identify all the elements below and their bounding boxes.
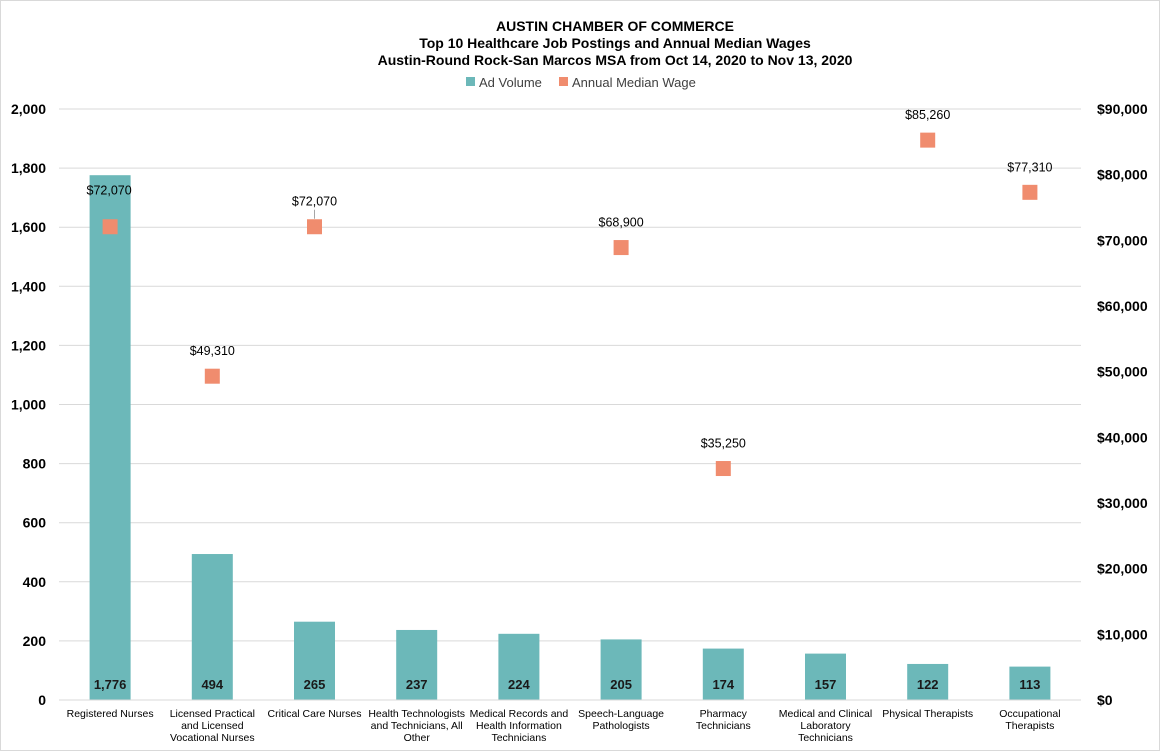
wage-marker — [307, 219, 322, 235]
wage-value-label: $85,260 — [905, 108, 950, 122]
bar-value-label: 265 — [304, 677, 326, 692]
bar-ad-volume — [1009, 666, 1051, 700]
y-right-tick-label: $40,000 — [1097, 429, 1148, 445]
wage-value-label: $72,070 — [292, 195, 337, 209]
bar-ad-volume — [907, 663, 949, 700]
bar-data-labels: 1,776 494 265 237 224 205 174 157 122 113 — [94, 677, 1041, 692]
x-tick-label: Registered Nurses — [67, 708, 154, 720]
y-left-tick-label: 600 — [23, 515, 47, 531]
y-right-tick-label: $0 — [1097, 692, 1113, 708]
wage-value-label: $72,070 — [87, 184, 132, 198]
bar-value-label: 1,776 — [94, 677, 127, 692]
y-right-tick-label: $90,000 — [1097, 101, 1148, 117]
wage-value-label: $68,900 — [599, 216, 644, 230]
bar-value-label: 224 — [508, 677, 530, 692]
bar-ad-volume — [396, 629, 438, 700]
y-left-tick-label: 0 — [38, 692, 46, 708]
x-tick-label: Medical Records and Health Information Tec… — [470, 708, 569, 744]
chart-subtitle-line-1: Top 10 Healthcare Job Postings and Annua… — [419, 35, 811, 51]
wage-marker — [613, 240, 629, 256]
chart-subtitle-line-2: Austin-Round Rock-San Marcos MSA from Oc… — [378, 52, 853, 68]
bar-value-label: 157 — [815, 677, 837, 692]
bar-ad-volume — [294, 621, 335, 700]
x-axis: Registered Nurses Licensed Practical and L… — [59, 699, 1081, 744]
wage-value-label: $35,250 — [701, 437, 746, 451]
wage-marker — [1022, 184, 1038, 200]
y-right-tick-label: $30,000 — [1097, 495, 1148, 511]
y-axis-left: 0 200 400 600 800 1,000 1,200 1,400 1,600 1,800 2,… — [11, 101, 46, 708]
bar-series — [89, 175, 1051, 700]
y-right-tick-label: $50,000 — [1097, 364, 1148, 380]
legend-label-annual-median-wage: Annual Median Wage — [572, 75, 696, 90]
x-tick-label: Medical and Clinical Laboratory Technician… — [779, 708, 872, 744]
bar-value-label: 205 — [610, 677, 632, 692]
bar-value-label: 122 — [917, 677, 939, 692]
bar-value-label: 174 — [712, 677, 734, 692]
bar-ad-volume — [805, 653, 846, 700]
bar-value-label: 113 — [1019, 677, 1040, 692]
x-tick-label: Pharmacy Technicians — [696, 708, 751, 732]
y-right-tick-label: $80,000 — [1097, 167, 1148, 183]
y-right-tick-label: $70,000 — [1097, 232, 1148, 248]
y-left-tick-label: 1,600 — [11, 219, 46, 235]
x-tick-label: Physical Therapists — [882, 708, 973, 720]
wage-marker — [715, 461, 731, 477]
y-right-tick-label: $60,000 — [1097, 298, 1148, 314]
chart-title-group: AUSTIN CHAMBER OF COMMERCE Top 10 Health… — [378, 18, 853, 68]
y-left-tick-label: 1,000 — [11, 397, 46, 413]
y-left-tick-label: 2,000 — [11, 101, 46, 117]
bar-ad-volume — [702, 648, 744, 700]
legend-label-ad-volume: Ad Volume — [479, 75, 542, 90]
wage-marker — [204, 368, 220, 384]
chart-title: AUSTIN CHAMBER OF COMMERCE — [496, 18, 734, 34]
x-tick-label: Licensed Practical and Licensed Vocational… — [170, 708, 255, 744]
bar-value-label: 237 — [406, 677, 428, 692]
bar-ad-volume — [191, 554, 233, 700]
y-left-tick-label: 200 — [23, 633, 47, 649]
wage-value-label: $77,310 — [1007, 160, 1052, 174]
wage-value-label: $49,310 — [190, 344, 235, 358]
x-tick-label: Health Technologists and Technicians, All… — [368, 708, 465, 744]
legend-swatch-ad-volume — [466, 77, 475, 86]
wage-marker — [102, 219, 118, 235]
x-tick-label: Speech-Language Pathologists — [578, 708, 664, 732]
bar-ad-volume — [498, 633, 540, 700]
x-tick-label: Critical Care Nurses — [268, 708, 362, 720]
y-left-tick-label: 800 — [23, 456, 47, 472]
bar-value-label: 494 — [201, 677, 223, 692]
y-left-tick-label: 1,800 — [11, 160, 46, 176]
y-axis-right: $0 $10,000 $20,000 $30,000 $40,000 $50,000 $60… — [1097, 101, 1148, 708]
wage-data-labels: $72,070 $49,310 $72,070 $68,900 $35,250 $85,2… — [87, 108, 1053, 450]
bar-ad-volume — [600, 639, 642, 700]
wage-marker-series — [102, 132, 1038, 477]
y-left-tick-label: 1,200 — [11, 337, 46, 353]
y-right-tick-label: $10,000 — [1097, 626, 1148, 642]
wage-marker — [920, 132, 936, 148]
legend-swatch-annual-median-wage — [559, 77, 568, 86]
legend: Ad Volume Annual Median Wage — [466, 75, 696, 90]
x-tick-label: Occupational Therapists — [999, 708, 1060, 732]
y-left-tick-label: 1,400 — [11, 278, 46, 294]
bar-ad-volume — [89, 175, 131, 700]
y-right-tick-label: $20,000 — [1097, 561, 1148, 577]
y-left-tick-label: 400 — [23, 574, 47, 590]
